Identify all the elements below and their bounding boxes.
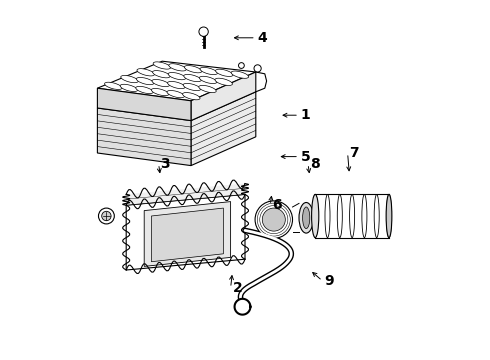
Ellipse shape	[120, 84, 138, 91]
Ellipse shape	[200, 67, 218, 75]
Ellipse shape	[184, 75, 201, 82]
Circle shape	[199, 27, 208, 36]
Ellipse shape	[136, 77, 154, 85]
Ellipse shape	[137, 69, 154, 76]
Ellipse shape	[168, 72, 186, 80]
Polygon shape	[98, 61, 256, 101]
Text: 9: 9	[324, 274, 334, 288]
Ellipse shape	[184, 66, 202, 73]
Ellipse shape	[168, 81, 185, 89]
Polygon shape	[151, 208, 223, 262]
Polygon shape	[126, 184, 245, 205]
Ellipse shape	[183, 84, 200, 91]
Polygon shape	[144, 202, 231, 266]
Polygon shape	[191, 72, 256, 121]
Ellipse shape	[167, 90, 184, 98]
Ellipse shape	[104, 82, 122, 90]
Ellipse shape	[153, 62, 171, 69]
Polygon shape	[235, 299, 250, 315]
Circle shape	[262, 208, 285, 231]
Circle shape	[102, 211, 111, 221]
Ellipse shape	[215, 78, 232, 85]
Ellipse shape	[303, 207, 310, 229]
Text: 5: 5	[301, 150, 311, 163]
Polygon shape	[98, 88, 191, 121]
Text: 1: 1	[301, 108, 311, 122]
Ellipse shape	[216, 69, 233, 76]
Ellipse shape	[152, 80, 170, 87]
Text: 2: 2	[232, 281, 242, 295]
Polygon shape	[98, 79, 256, 121]
Polygon shape	[126, 194, 245, 270]
Text: 7: 7	[349, 146, 359, 160]
Ellipse shape	[199, 85, 216, 93]
Ellipse shape	[231, 71, 248, 78]
Text: 3: 3	[160, 157, 170, 171]
Ellipse shape	[169, 64, 186, 71]
Ellipse shape	[199, 76, 217, 84]
Ellipse shape	[121, 76, 138, 83]
Ellipse shape	[136, 86, 153, 94]
Text: 6: 6	[272, 198, 282, 212]
Polygon shape	[126, 184, 245, 205]
Polygon shape	[98, 108, 191, 166]
Circle shape	[255, 201, 293, 238]
Ellipse shape	[152, 71, 170, 78]
Polygon shape	[191, 92, 256, 166]
Text: 4: 4	[258, 31, 268, 45]
Circle shape	[254, 65, 261, 72]
Ellipse shape	[312, 194, 319, 238]
Circle shape	[98, 208, 114, 224]
Ellipse shape	[183, 93, 200, 100]
Text: 8: 8	[310, 157, 319, 171]
Ellipse shape	[386, 194, 392, 238]
Circle shape	[239, 63, 245, 68]
Ellipse shape	[151, 89, 169, 96]
Ellipse shape	[299, 202, 314, 233]
